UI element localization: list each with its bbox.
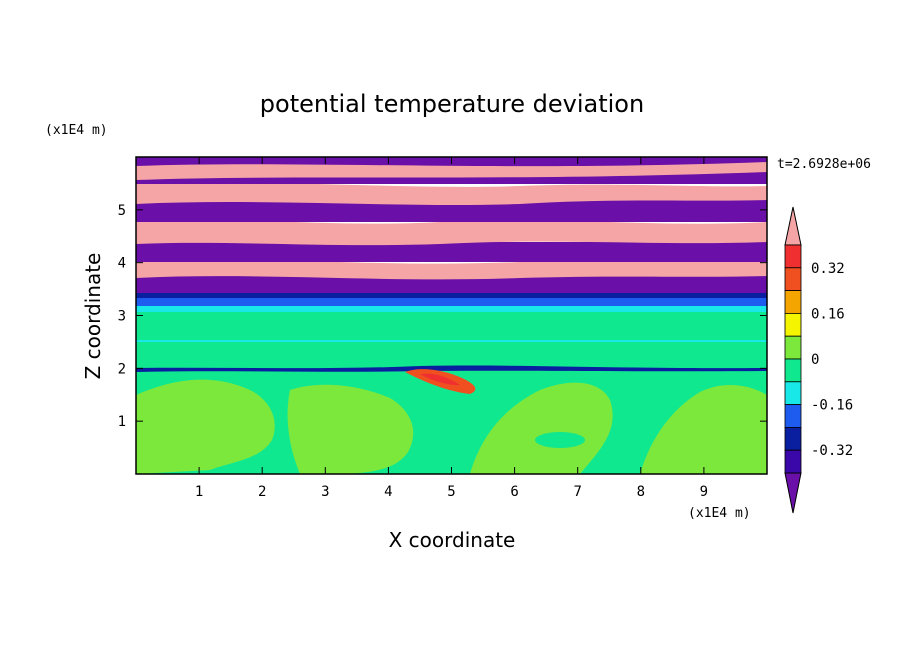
band-pink-1 [136, 259, 767, 280]
x-tick-label: 1 [195, 484, 203, 500]
x-tick-label: 5 [447, 484, 455, 500]
y-axis-label: Z coordinate [81, 253, 105, 380]
yellowgreen-region-1 [136, 379, 275, 474]
green-island [535, 432, 585, 448]
colorbar-swatch [784, 449, 802, 474]
band-pink-4 [136, 162, 767, 180]
colorbar-swatch [784, 404, 802, 428]
yellowgreen-region-3 [470, 382, 613, 474]
band-darkblue [136, 292, 767, 298]
chart-title: potential temperature deviation [260, 90, 644, 118]
colorbar-bottom-arrow [784, 472, 802, 514]
colorbar-swatch [784, 312, 802, 337]
y-ticks: 1 2 3 4 5 [118, 203, 767, 430]
yellowgreen-region-2 [287, 384, 414, 474]
colorbar-swatch [784, 381, 802, 405]
colorbar-swatch [784, 426, 802, 451]
x-tick-label: 7 [573, 484, 581, 500]
y-tick-label: 5 [118, 203, 126, 219]
band-pink-2 [136, 219, 767, 246]
warm-anomaly-core [420, 373, 460, 386]
colorbar-swatch [784, 244, 802, 269]
cyan-streak [136, 340, 767, 342]
colorbar: 0.32 0.16 0 -0.16 -0.32 [784, 206, 853, 514]
colorbar-label: 0.16 [811, 306, 845, 322]
y-tick-label: 1 [118, 414, 126, 430]
colorbar-swatch [784, 267, 802, 291]
y-tick-label: 2 [118, 361, 126, 377]
band-purple-1 [136, 275, 767, 293]
x-tick-label: 4 [384, 484, 392, 500]
colorbar-top-arrow [784, 206, 802, 246]
x-axis-label: X coordinate [389, 528, 516, 552]
colorbar-swatch [784, 290, 802, 314]
band-purple-2 [136, 242, 767, 262]
x-unit-label: (x1E4 m) [688, 506, 751, 521]
colorbar-label: -0.16 [811, 398, 853, 414]
time-label: t=2.6928e+06 [777, 157, 871, 172]
colorbar-swatch [784, 335, 802, 360]
yellowgreen-region-4 [640, 384, 767, 474]
x-tick-label: 3 [321, 484, 329, 500]
x-tick-label: 2 [258, 484, 266, 500]
band-pink-3 [136, 182, 767, 205]
colorbar-label: 0 [811, 352, 819, 368]
x-tick-label: 8 [637, 484, 645, 500]
x-tick-label: 6 [510, 484, 518, 500]
colorbar-label: 0.32 [811, 261, 845, 277]
y-tick-label: 3 [118, 309, 126, 325]
x-ticks: 1 2 3 4 5 6 7 8 9 [195, 157, 708, 500]
x-tick-label: 9 [700, 484, 708, 500]
colorbar-swatch [784, 358, 802, 383]
cyan-edge [136, 303, 767, 312]
band-purple-3 [136, 200, 767, 222]
colorbar-label: -0.32 [811, 443, 853, 459]
y-tick-label: 4 [118, 256, 126, 272]
band-z2-blue [136, 365, 767, 372]
y-unit-label: (x1E4 m) [45, 123, 108, 138]
plot-area [136, 157, 767, 474]
